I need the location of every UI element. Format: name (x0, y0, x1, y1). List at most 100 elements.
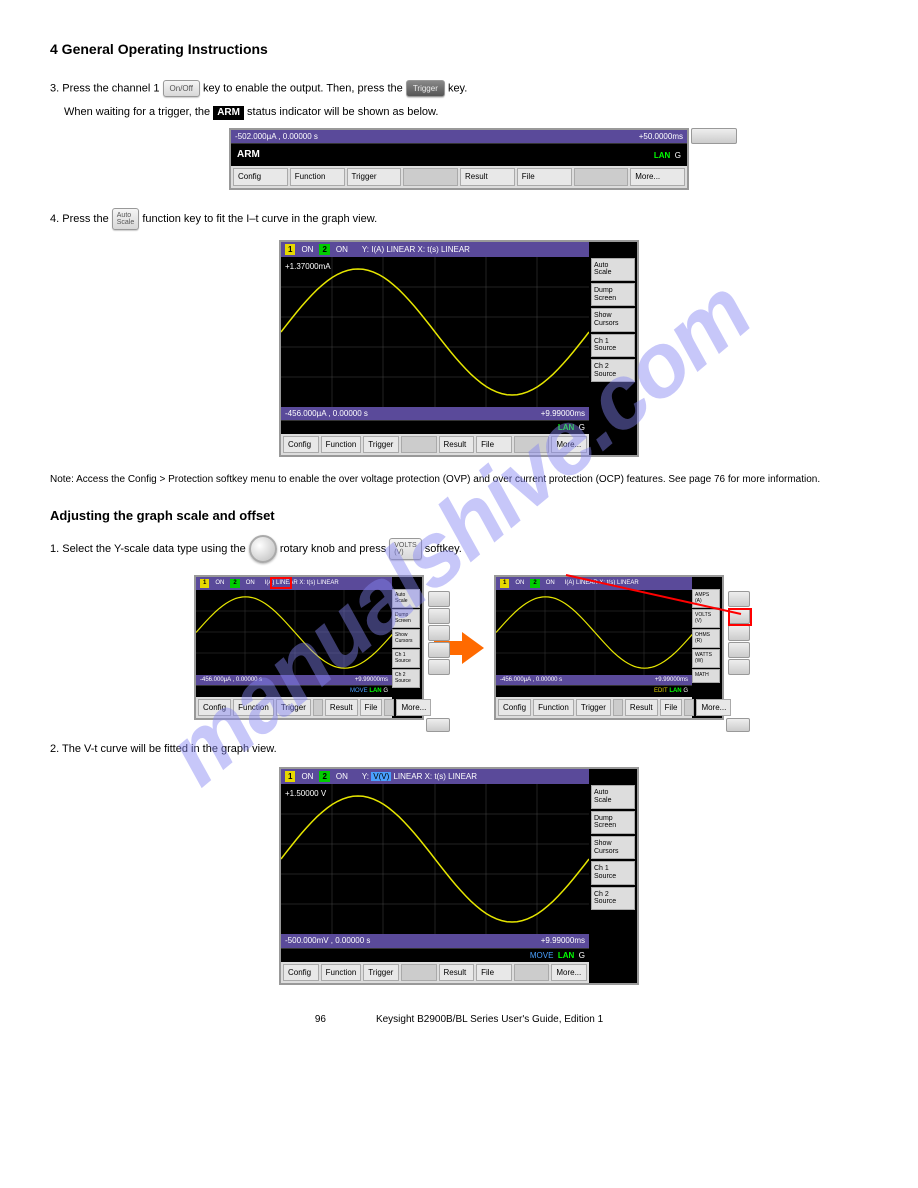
s2-move: MOVE (530, 951, 554, 960)
ssr-m0[interactable]: Config (498, 699, 531, 716)
s2-ch1: 1 (285, 771, 295, 782)
ssl-hb2 (428, 625, 450, 641)
sec-step1: 1. Select the Y-scale data type using th… (50, 535, 868, 563)
ssl-s3[interactable]: Ch 1 Source (392, 649, 420, 668)
s2-m5[interactable]: File (476, 964, 512, 981)
ssl-s0[interactable]: Auto Scale (392, 589, 420, 608)
ssl-m1[interactable]: Function (233, 699, 274, 716)
s2-m1[interactable]: Function (321, 964, 362, 981)
s2-m3 (401, 964, 437, 981)
ssr-m2[interactable]: Trigger (576, 699, 611, 716)
s1-menu-file[interactable]: File (476, 436, 512, 453)
ssr-g: G (683, 688, 688, 694)
s2-ch2on: ON (336, 771, 348, 782)
small-scope-right: 1ON 2ON I(A) LINEAR X: t(s) LINEAR -456.… (494, 575, 724, 719)
ssr-m5[interactable]: File (660, 699, 683, 716)
ssl-side: Auto Scale Dump Screen Show Cursors Ch 1… (392, 589, 420, 688)
scope1-ylabel: Y: I(A) LINEAR X: t(s) LINEAR (362, 244, 470, 255)
ssl-m6 (384, 699, 394, 716)
ssl-s4[interactable]: Ch 2 Source (392, 669, 420, 688)
ssr-bot: -456.000µA , 0.00000 s +9.99000ms (496, 675, 692, 685)
ssr-ch2: 2 (530, 579, 539, 587)
s2-m2[interactable]: Trigger (363, 964, 399, 981)
s1-menu-more[interactable]: More... (551, 436, 587, 453)
menu-result[interactable]: Result (460, 168, 515, 185)
s2-lan: LAN (558, 951, 574, 960)
s2-m7[interactable]: More... (551, 964, 587, 981)
ssl-m4[interactable]: Result (325, 699, 358, 716)
ssl-m2[interactable]: Trigger (276, 699, 311, 716)
arm-badge-inline: ARM (213, 106, 244, 120)
ssr-s4[interactable]: MATH (692, 669, 720, 683)
menu-more[interactable]: More... (630, 168, 685, 185)
side-ch2src[interactable]: Ch 2 Source (591, 359, 635, 382)
s2s-3[interactable]: Ch 1 Source (591, 861, 635, 884)
ssr-s3[interactable]: WATTS (W) (692, 649, 720, 668)
ssr-edit: EDIT (654, 688, 668, 694)
arm-right: +50.0000ms (639, 131, 683, 142)
ssr-m6 (684, 699, 694, 716)
ch2-on: ON (336, 244, 348, 255)
menu-function[interactable]: Function (290, 168, 345, 185)
arm-status-bar: -502.000µA , 0.00000 s +50.0000ms ARM LA… (229, 128, 689, 189)
ssl-ch1: 1 (200, 579, 209, 587)
red-pointer-line (566, 569, 766, 619)
ss1-a: 1. Select the Y-scale data type using th… (50, 543, 249, 555)
step3-b: key to enable the output. Then, press th… (203, 82, 406, 94)
arm-indicator: ARM (237, 148, 260, 162)
s1-menu-function[interactable]: Function (321, 436, 362, 453)
ssl-stat: MOVE LAN G (196, 685, 392, 696)
s2s-1[interactable]: Dump Screen (591, 811, 635, 834)
ssr-s2[interactable]: OHMS (R) (692, 629, 720, 648)
ssr-m4[interactable]: Result (625, 699, 658, 716)
step3-c: key. (448, 82, 467, 94)
ssl-plot (196, 590, 392, 675)
s2s-4[interactable]: Ch 2 Source (591, 887, 635, 910)
s1-menu-blank1 (401, 436, 437, 453)
ssr-m1[interactable]: Function (533, 699, 574, 716)
ssl-bot: -456.000µA , 0.00000 s +9.99000ms (196, 675, 392, 685)
ss1-c: softkey. (425, 543, 462, 555)
ssl-view[interactable] (426, 718, 450, 732)
side-autoscale[interactable]: Auto Scale (591, 258, 635, 281)
ssl-m3 (313, 699, 323, 716)
ssl-hb0 (428, 591, 450, 607)
ssr-m7[interactable]: More... (696, 699, 731, 716)
scope2-status: MOVE LAN G (281, 948, 589, 962)
ssr-view[interactable] (726, 718, 750, 732)
side-dumpscreen[interactable]: Dump Screen (591, 283, 635, 306)
note-text: Note: Access the Config > Protection sof… (50, 473, 868, 487)
menu-file[interactable]: File (517, 168, 572, 185)
ssl-s1[interactable]: Dump Screen (392, 609, 420, 628)
s1-menu-config[interactable]: Config (283, 436, 319, 453)
side-ch1src[interactable]: Ch 1 Source (591, 334, 635, 357)
scope2-screenshot: 1ON 2ON Y: V(V) LINEAR X: t(s) LINEAR +1… (279, 767, 639, 985)
ssl-m7[interactable]: More... (396, 699, 431, 716)
s2-m0[interactable]: Config (283, 964, 319, 981)
ssl-menu: ConfigFunctionTriggerResultFileMore... (196, 697, 392, 718)
s1-menu-trigger[interactable]: Trigger (363, 436, 399, 453)
s2s-2[interactable]: Show Cursors (591, 836, 635, 859)
s2s-0[interactable]: Auto Scale (591, 785, 635, 808)
step4-a: 4. Press the (50, 212, 112, 224)
scope1-sidebtns: Auto Scale Dump Screen Show Cursors Ch 1… (591, 258, 635, 383)
menu-blank2 (574, 168, 629, 185)
arm-text-line: When waiting for a trigger, the ARM stat… (64, 105, 868, 120)
arm-status-row: ARM LAN G (231, 143, 687, 166)
ssl-s2[interactable]: Show Cursors (392, 629, 420, 648)
rotary-knob-icon (249, 535, 277, 563)
s1-menu-blank2 (514, 436, 550, 453)
step3-a: 3. Press the channel 1 (50, 82, 163, 94)
menu-config[interactable]: Config (233, 168, 288, 185)
scope1-lan: LAN (558, 423, 574, 432)
s1-menu-result[interactable]: Result (439, 436, 475, 453)
s2-m4[interactable]: Result (439, 964, 475, 981)
side-showcursors[interactable]: Show Cursors (591, 308, 635, 331)
ssl-m5[interactable]: File (360, 699, 383, 716)
menu-trigger[interactable]: Trigger (347, 168, 402, 185)
arm-line-a: When waiting for a trigger, the (64, 106, 213, 118)
ssr-ch1on: ON (515, 579, 524, 587)
step-4: 4. Press the Auto Scale function key to … (50, 208, 868, 230)
ssl-m0[interactable]: Config (198, 699, 231, 716)
volts-key: VOLTS (V) (389, 538, 421, 560)
